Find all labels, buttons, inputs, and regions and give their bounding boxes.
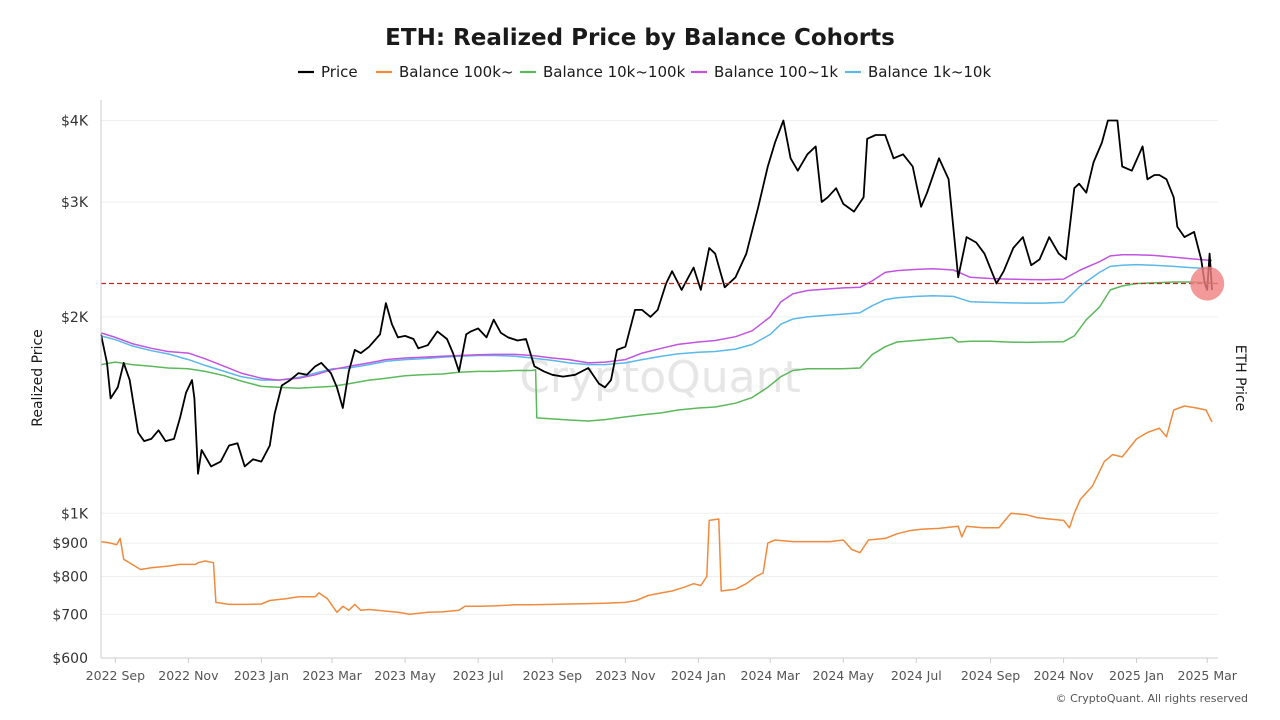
x-tick-label-5: 2023 Jul <box>453 668 504 683</box>
series-layer <box>100 119 1225 616</box>
x-tick-label-14: 2025 Jan <box>1109 668 1164 683</box>
x-tick-label-6: 2023 Sep <box>523 668 582 683</box>
x-tick-label-9: 2024 Mar <box>741 668 801 683</box>
x-tick-label-10: 2024 May <box>812 668 874 683</box>
copyright: © CryptoQuant. All rights reserved <box>1056 692 1248 705</box>
y-tick-label-6: $700 <box>52 607 88 623</box>
series-line-balance-100k- <box>100 405 1213 616</box>
legend-label-1: Balance 100k~ <box>399 63 513 81</box>
y-tick-label-4: $900 <box>52 536 88 552</box>
x-tick-label-3: 2023 Mar <box>302 668 362 683</box>
x-tick-label-13: 2024 Nov <box>1033 668 1094 683</box>
x-tick-label-11: 2024 Jul <box>891 668 942 683</box>
y-tick-label-1: $3K <box>61 195 89 211</box>
x-tick-label-8: 2024 Jan <box>671 668 726 683</box>
legend-label-4: Balance 1k~10k <box>868 63 991 81</box>
y-axis-label-right: ETH Price <box>1232 345 1248 412</box>
x-tick-label-4: 2023 May <box>374 668 436 683</box>
legend: Price Balance 100k~ Balance 10k~100k Balanc… <box>298 63 991 81</box>
x-tick-label-15: 2025 Mar <box>1178 668 1238 683</box>
chart-title: ETH: Realized Price by Balance Cohorts <box>385 25 895 51</box>
series-line-price <box>100 119 1213 475</box>
legend-label-2: Balance 10k~100k <box>543 63 686 81</box>
y-tick-label-7: $600 <box>52 651 88 667</box>
series-line-balance-10k-100k <box>100 281 1213 422</box>
highlight-marker <box>1190 266 1225 301</box>
y-tick-label-0: $4K <box>61 113 89 129</box>
x-tick-label-0: 2022 Sep <box>86 668 145 683</box>
y-axis-label: Realized Price <box>30 329 46 427</box>
legend-label-0: Price <box>321 63 358 81</box>
y-tick-label-3: $1K <box>61 506 89 522</box>
x-tick-label-12: 2024 Sep <box>961 668 1020 683</box>
watermark: CryptoQuant <box>519 352 801 403</box>
y-tick-label-5: $800 <box>52 569 88 585</box>
x-tick-label-7: 2023 Nov <box>595 668 656 683</box>
x-tick-label-2: 2023 Jan <box>234 668 289 683</box>
legend-label-3: Balance 100~1k <box>714 63 838 81</box>
y-tick-label-2: $2K <box>61 310 89 326</box>
x-tick-label-1: 2022 Nov <box>158 668 219 683</box>
